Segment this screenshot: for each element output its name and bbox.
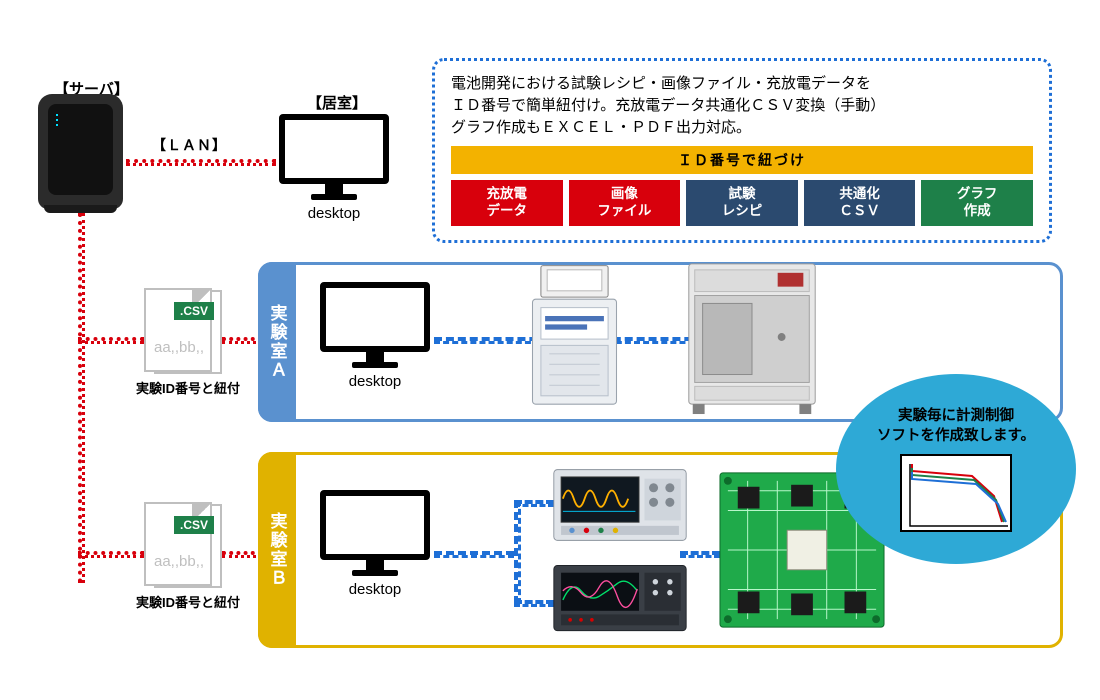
tag-2: 試験レシピ: [686, 180, 798, 226]
tag-0: 充放電データ: [451, 180, 563, 226]
lab-b-name: 実験室Ｂ: [265, 512, 290, 588]
room-desktop-caption: desktop: [279, 205, 389, 222]
lab-b-link-to-logger: [514, 600, 554, 607]
lab-a-desktop-caption: desktop: [320, 373, 430, 390]
tag-row: 充放電データ 画像ファイル 試験レシピ 共通化ＣＳＶ グラフ作成: [451, 180, 1033, 226]
lab-a-name: 実験室Ａ: [265, 304, 290, 380]
description-panel: 電池開発における試験レシピ・画像ファイル・充放電データを ＩＤ番号で簡単紐付け。…: [432, 58, 1052, 243]
callout-line-1: 実験毎に計測制御: [898, 408, 1014, 424]
room-desktop-icon: desktop: [279, 114, 389, 204]
id-bar: ＩＤ番号で紐づけ: [451, 146, 1033, 174]
lan-line-server-to-room: [126, 159, 276, 166]
lan-branch-csv-a: [78, 337, 144, 344]
csv-sample-b: aa,,bb,,: [154, 553, 202, 570]
csv-file-a: .CSV aa,,bb,, 実験ID番号と紐付: [136, 288, 224, 397]
lab-b-desktop-caption: desktop: [320, 581, 430, 598]
lab-b-link-to-scope: [514, 500, 554, 507]
lan-csv-a-to-lab: [222, 337, 262, 344]
lan-trunk-vertical: [78, 213, 85, 583]
lab-b-link-trunk: [434, 551, 514, 558]
lan-csv-b-to-lab: [222, 551, 262, 558]
lab-b-desktop-icon: desktop: [320, 490, 430, 580]
tag-1: 画像ファイル: [569, 180, 681, 226]
csv-sample-a: aa,,bb,,: [154, 339, 202, 356]
desc-line-2: ＩＤ番号で簡単紐付け。充放電データ共通化ＣＳＶ変換（手動）: [451, 97, 885, 114]
lab-a-tester: [522, 262, 627, 412]
tag-4: グラフ作成: [921, 180, 1033, 226]
lab-a-desktop-icon: desktop: [320, 282, 430, 372]
csv-caption-a: 実験ID番号と紐付: [136, 378, 224, 397]
lan-label: 【ＬＡＮ】: [152, 135, 227, 155]
desc-line-1: 電池開発における試験レシピ・画像ファイル・充放電データを: [451, 75, 871, 92]
tag-3: 共通化ＣＳＶ: [804, 180, 916, 226]
lan-branch-csv-b: [78, 551, 144, 558]
lab-b-tab: 実験室Ｂ: [258, 452, 296, 648]
csv-file-b: .CSV aa,,bb,, 実験ID番号と紐付: [136, 502, 224, 611]
callout-ellipse: 実験毎に計測制御 ソフトを作成致します。: [836, 374, 1076, 564]
lab-a-tab: 実験室Ａ: [258, 262, 296, 422]
callout-line-2: ソフトを作成致します。: [877, 428, 1035, 444]
desc-line-3: グラフ作成もＥＸＣＥＬ・ＰＤＦ出力対応。: [451, 119, 751, 136]
room-label: 【居室】: [307, 92, 367, 113]
lab-a-chamber: [682, 258, 822, 416]
server-icon: [38, 94, 123, 209]
csv-ext-a: .CSV: [174, 302, 214, 320]
callout-text: 実験毎に計測制御 ソフトを作成致します。: [877, 406, 1035, 447]
csv-ext-b: .CSV: [174, 516, 214, 534]
lab-b-oscilloscope: [552, 462, 688, 548]
description-text: 電池開発における試験レシピ・画像ファイル・充放電データを ＩＤ番号で簡単紐付け。…: [451, 73, 1033, 138]
csv-caption-b: 実験ID番号と紐付: [136, 592, 224, 611]
lab-b-logger: [552, 560, 688, 638]
lab-b-link-to-pcb: [680, 551, 720, 558]
lab-b-link-v: [514, 500, 521, 604]
callout-mini-chart: [900, 454, 1012, 532]
